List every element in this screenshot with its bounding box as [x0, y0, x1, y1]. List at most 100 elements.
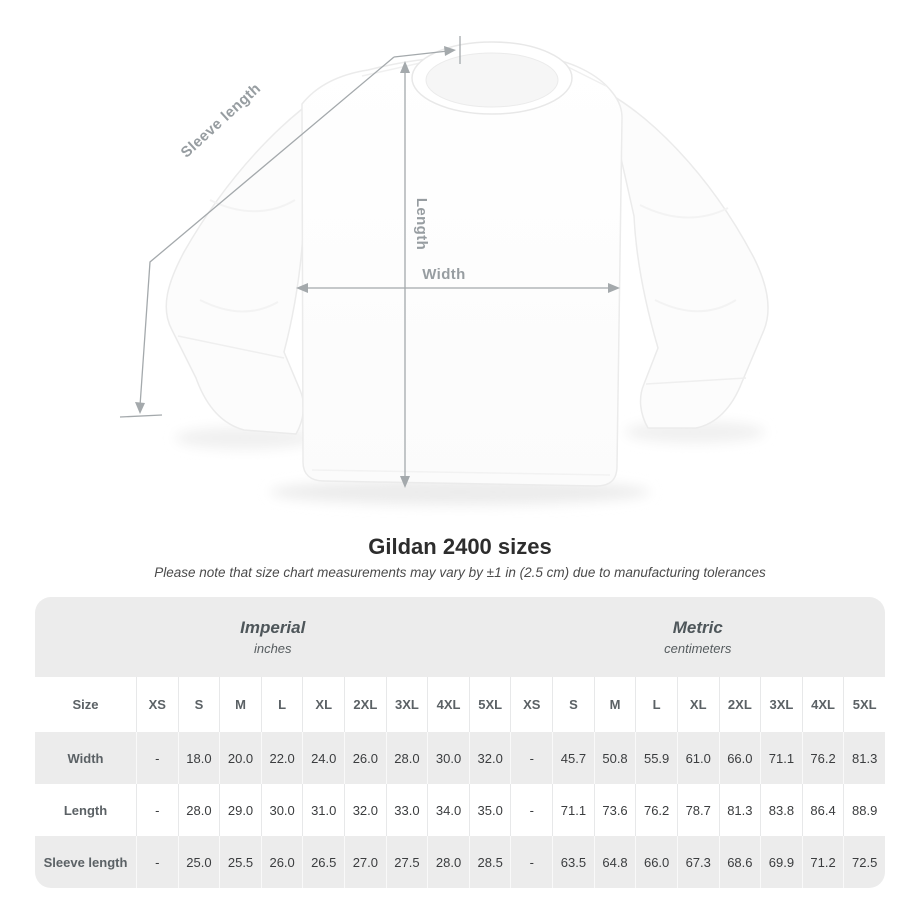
imperial-value: 28.0: [177, 784, 220, 836]
size-col-header-metric: M: [593, 677, 636, 732]
imperial-value: 24.0: [302, 732, 344, 784]
size-col-header-imperial: S: [177, 677, 220, 732]
imperial-value: 20.0: [219, 732, 261, 784]
imperial-value: 32.0: [468, 732, 511, 784]
metric-value: 45.7: [552, 732, 594, 784]
metric-value: 86.4: [801, 784, 844, 836]
sleeve-length-dimension: [119, 36, 461, 418]
metric-value: -: [510, 836, 552, 888]
metric-value: 88.9: [843, 784, 885, 836]
size-col-header-imperial: XS: [136, 677, 178, 732]
size-col-header-metric: 2XL: [718, 677, 761, 732]
metric-value: 81.3: [718, 784, 761, 836]
row-label: Length: [63, 802, 108, 818]
size-col-header-imperial: 2XL: [344, 677, 386, 732]
width-dimension: [296, 283, 620, 293]
size-col-header-metric: 4XL: [801, 677, 844, 732]
metric-value: -: [510, 732, 552, 784]
collar: [411, 41, 573, 115]
imperial-value: 22.0: [260, 732, 303, 784]
imperial-unit: inches: [253, 641, 292, 656]
imperial-value: 28.0: [427, 836, 469, 888]
imperial-value: 31.0: [302, 784, 344, 836]
metric-value: 50.8: [593, 732, 636, 784]
unit-header-band: Imperial inches Metric centimeters: [35, 597, 885, 677]
size-col-header-metric: XL: [676, 677, 719, 732]
imperial-value: 28.0: [385, 732, 428, 784]
width-label: Width: [422, 266, 466, 283]
metric-value: 61.0: [676, 732, 719, 784]
size-column-header: Size: [72, 697, 99, 712]
size-col-header-metric: 3XL: [760, 677, 802, 732]
size-col-header-metric: L: [635, 677, 677, 732]
imperial-value: 26.0: [344, 732, 386, 784]
table-row-length: Length -28.0 29.0 30.0 31.0 32.0 33.0 34.0 35.0-…: [35, 784, 885, 836]
size-col-header-imperial: 4XL: [427, 677, 469, 732]
metric-value: 83.8: [760, 784, 802, 836]
imperial-value: 27.5: [385, 836, 428, 888]
size-col-header-metric: S: [552, 677, 594, 732]
sleeve-length-label: Sleeve length: [178, 80, 265, 161]
size-col-header-metric: XS: [510, 677, 552, 732]
metric-value: 78.7: [676, 784, 719, 836]
metric-value: 55.9: [635, 732, 677, 784]
size-col-header-imperial: XL: [302, 677, 344, 732]
imperial-value: 26.0: [260, 836, 303, 888]
table-row-sleeve-length: Sleeve length -25.0 25.5 26.0 26.5 27.0 27.5 28…: [35, 836, 885, 888]
metric-value: 72.5: [843, 836, 885, 888]
size-col-header-metric: 5XL: [843, 677, 885, 732]
metric-value: 76.2: [635, 784, 677, 836]
imperial-value: 35.0: [468, 784, 511, 836]
metric-value: 67.3: [676, 836, 719, 888]
metric-value: 64.8: [593, 836, 636, 888]
length-label: Length: [413, 198, 430, 250]
metric-group-header: Metric centimeters: [511, 597, 886, 677]
metric-value: 71.1: [552, 784, 594, 836]
metric-value: 66.0: [635, 836, 677, 888]
metric-unit: centimeters: [664, 641, 732, 656]
metric-value: 73.6: [593, 784, 636, 836]
size-header-row: Size XS S M L XL 2XL 3XL 4XL 5XL XS S M L XL 2XL 3XL 4XL 5…: [35, 677, 885, 732]
row-label: Sleeve length: [43, 854, 128, 870]
imperial-value: -: [136, 732, 178, 784]
size-table: Imperial inches Metric centimeters Size X…: [35, 597, 885, 888]
size-col-header-imperial: 3XL: [385, 677, 428, 732]
metric-value: 68.6: [718, 836, 761, 888]
size-col-header-imperial: L: [260, 677, 303, 732]
imperial-value: 18.0: [177, 732, 220, 784]
imperial-value: 30.0: [427, 732, 469, 784]
imperial-value: 26.5: [302, 836, 344, 888]
metric-value: 66.0: [718, 732, 761, 784]
imperial-value: 30.0: [260, 784, 303, 836]
imperial-value: 25.5: [219, 836, 261, 888]
imperial-value: 25.0: [177, 836, 220, 888]
imperial-value: -: [136, 836, 178, 888]
tolerance-note: Please note that size chart measurements…: [154, 565, 766, 580]
shirt-body: [301, 56, 623, 487]
length-dimension: [400, 61, 410, 488]
size-col-header-imperial: M: [219, 677, 261, 732]
shirt-measurement-diagram: Sleeve length Length Width: [119, 36, 769, 505]
imperial-value: 28.5: [468, 836, 511, 888]
row-label: Width: [67, 750, 104, 766]
metric-value: -: [510, 784, 552, 836]
metric-value: 63.5: [552, 836, 594, 888]
imperial-value: 33.0: [385, 784, 428, 836]
size-col-header-imperial: 5XL: [468, 677, 511, 732]
metric-value: 81.3: [843, 732, 885, 784]
imperial-value: 32.0: [344, 784, 386, 836]
table-body: Width -18.0 20.0 22.0 24.0 26.0 28.0 30.0 32.0-4…: [35, 732, 885, 888]
imperial-value: 29.0: [219, 784, 261, 836]
imperial-group-header: Imperial inches: [35, 597, 511, 677]
metric-label: Metric: [672, 618, 723, 637]
metric-value: 76.2: [801, 732, 844, 784]
imperial-value: 27.0: [344, 836, 386, 888]
metric-value: 71.1: [760, 732, 802, 784]
table-row-width: Width -18.0 20.0 22.0 24.0 26.0 28.0 30.0 32.0-4…: [35, 732, 885, 784]
imperial-value: 34.0: [427, 784, 469, 836]
metric-value: 69.9: [760, 836, 802, 888]
imperial-label: Imperial: [240, 618, 306, 637]
metric-value: 71.2: [801, 836, 844, 888]
imperial-value: -: [136, 784, 178, 836]
